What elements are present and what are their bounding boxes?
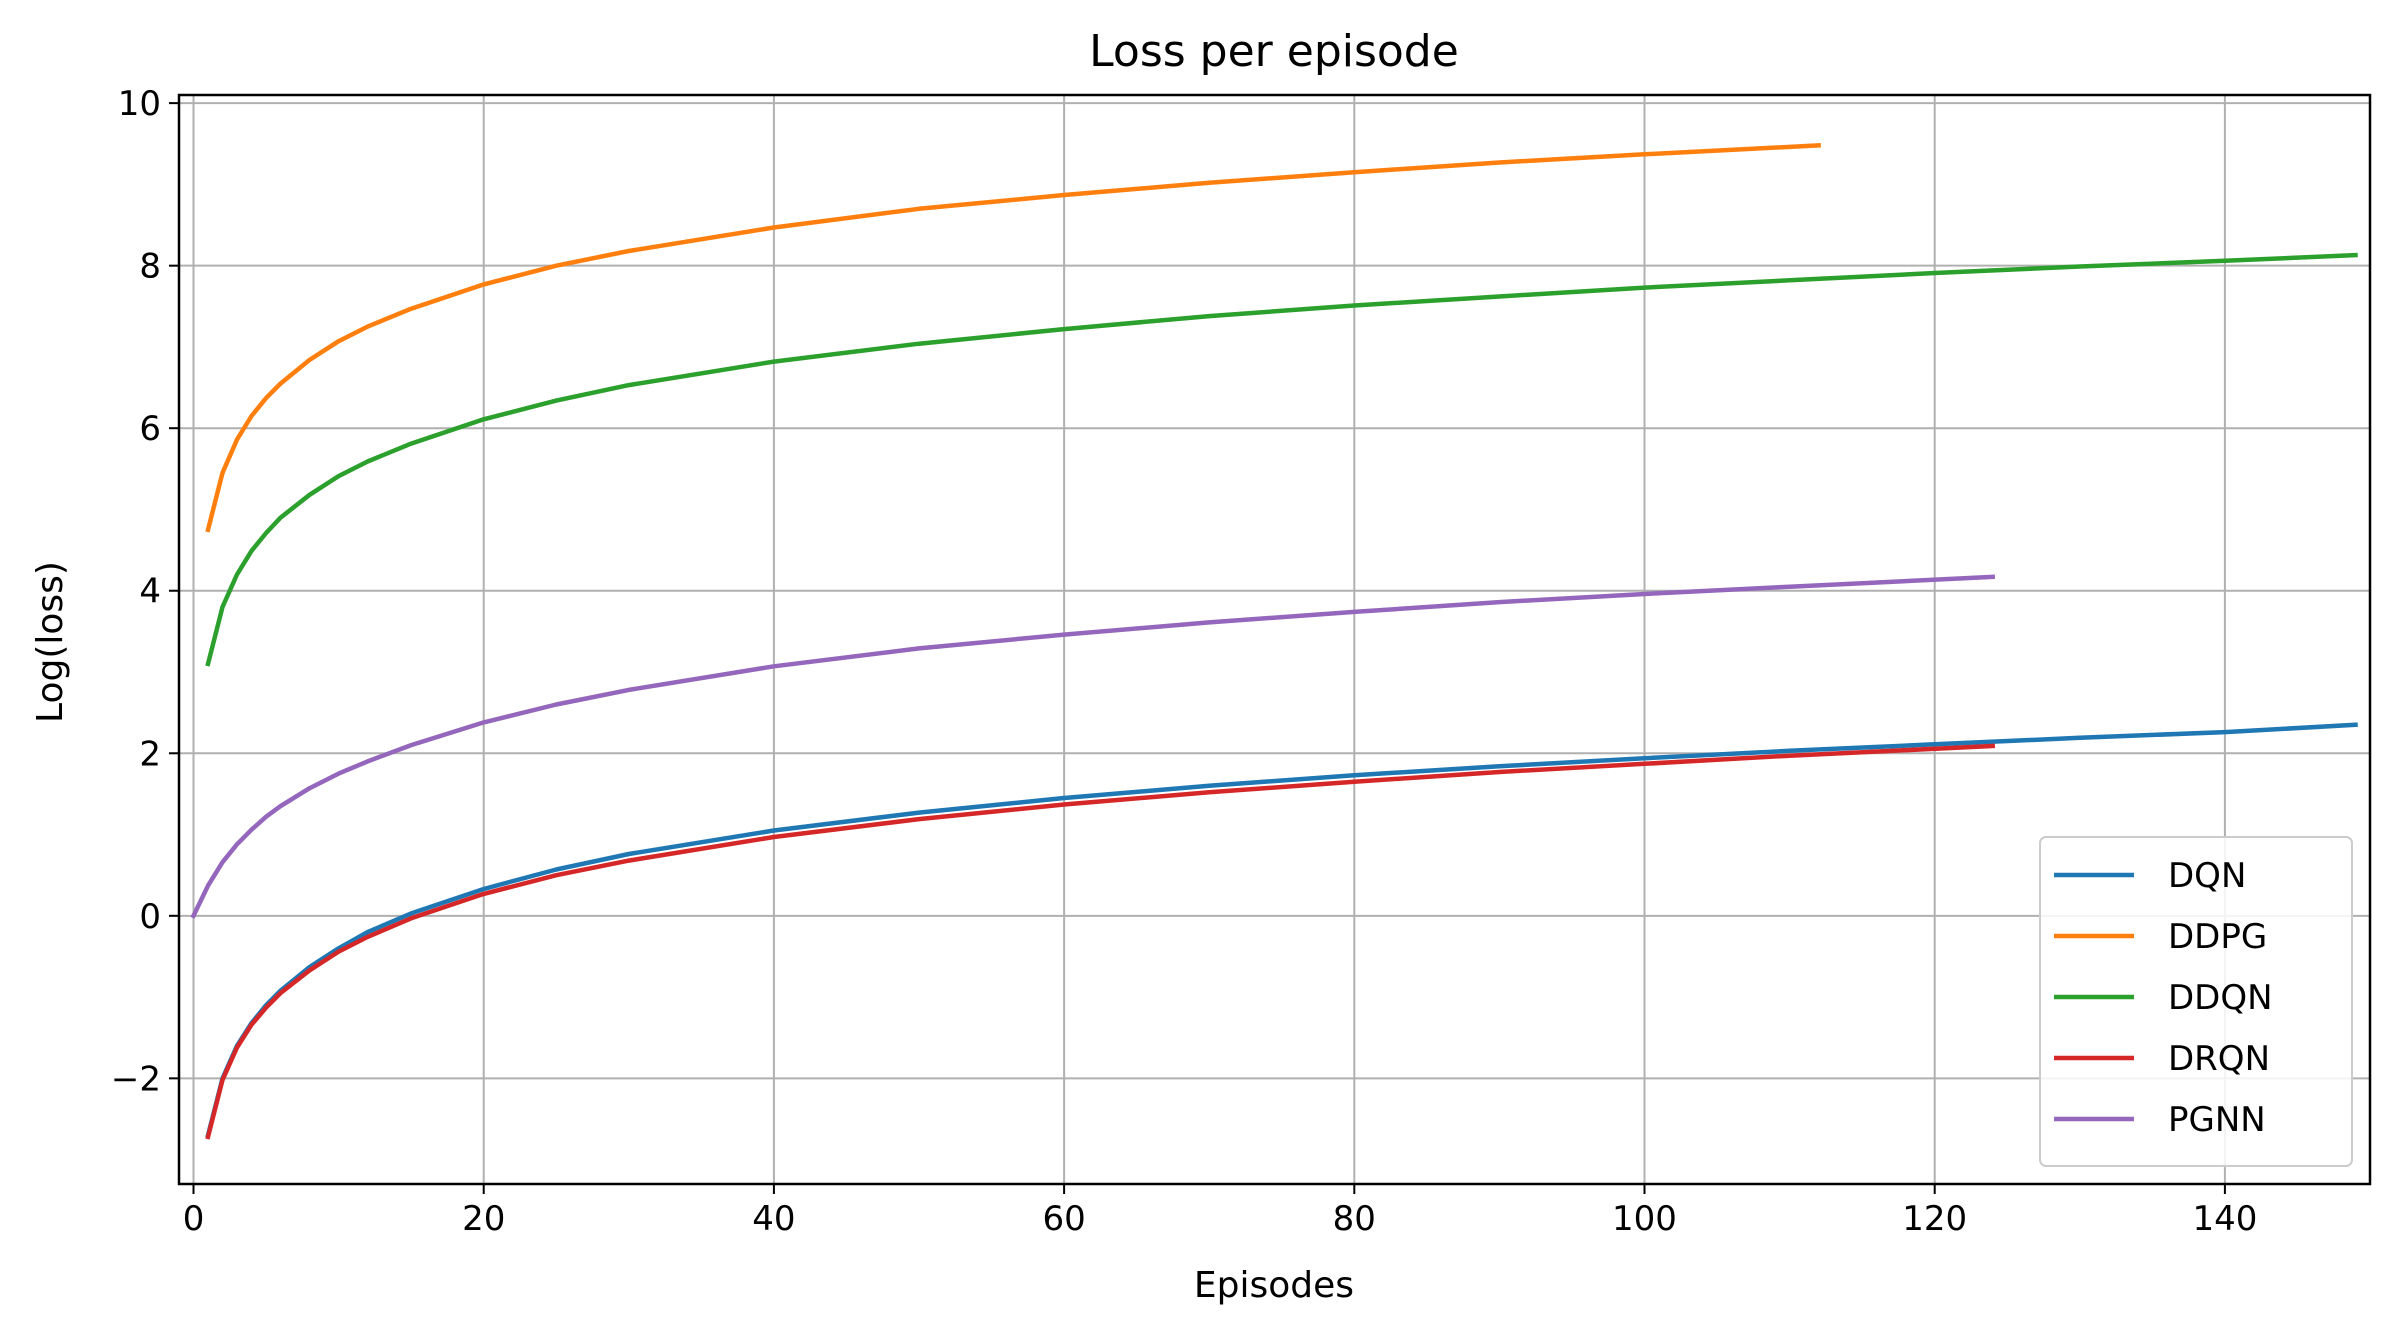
series-line-ddqn: [205, 252, 2358, 667]
legend-box: [2039, 836, 2353, 1167]
y-tick-label: 2: [139, 734, 161, 774]
y-tick-label: 6: [139, 409, 161, 449]
x-tick-label: 120: [1902, 1199, 1967, 1239]
legend-label-dqn: DQN: [2168, 856, 2246, 896]
y-tick-label: 8: [139, 247, 161, 287]
y-axis-label: Log(loss): [30, 561, 71, 723]
series-line-ddpg: [205, 143, 1821, 533]
legend-label-pgnn: PGNN: [2168, 1100, 2266, 1140]
legend-label-drqn: DRQN: [2168, 1039, 2270, 1079]
series-line-pgnn: [190, 574, 1996, 919]
y-tick-label: 4: [139, 572, 161, 612]
x-tick-label: 80: [1333, 1199, 1376, 1239]
chart-title: Loss per episode: [1089, 26, 1459, 77]
y-tick-label: 0: [139, 897, 161, 937]
legend: DQN DDPG DDQN DRQN PGNN: [2039, 836, 2353, 1167]
x-tick-label: 140: [2192, 1199, 2257, 1239]
legend-label-ddpg: DDPG: [2168, 917, 2267, 957]
plot-frame: [177, 93, 2372, 1186]
axis-ticks: 0 20 40 60 80 100 120 140 −2 0 2 4 6 8 10: [111, 84, 2257, 1239]
x-axis-label: Episodes: [1194, 1265, 1354, 1306]
y-tick-label: 10: [118, 84, 161, 124]
grid: [179, 95, 2370, 1184]
series-group: [190, 143, 2358, 1140]
x-tick-label: 0: [183, 1199, 205, 1239]
series-line-drqn: [205, 743, 1996, 1140]
x-tick-label: 20: [462, 1199, 505, 1239]
y-tick-label: −2: [111, 1059, 161, 1099]
x-tick-label: 100: [1612, 1199, 1677, 1239]
x-tick-label: 40: [752, 1199, 795, 1239]
x-tick-label: 60: [1042, 1199, 1085, 1239]
legend-label-ddqn: DDQN: [2168, 978, 2273, 1018]
